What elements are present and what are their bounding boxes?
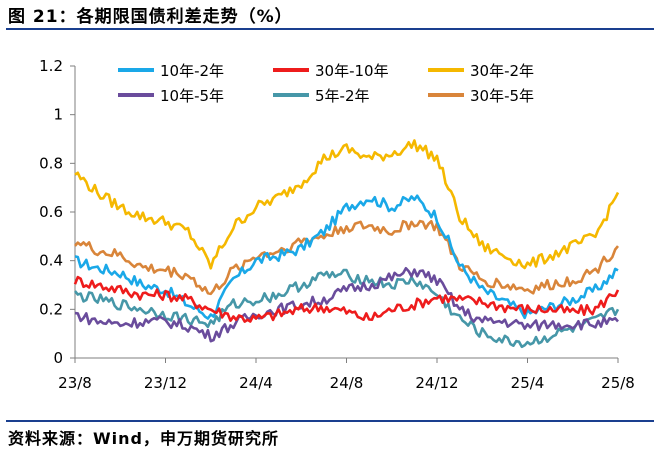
legend-label: 10年-2年 — [160, 62, 224, 80]
y-tick-label: 0 — [53, 349, 63, 367]
legend-label: 5年-2年 — [315, 87, 370, 105]
y-tick-label: 0.6 — [39, 203, 63, 221]
x-tick-label: 23/8 — [58, 374, 92, 392]
legend-label: 30年-5年 — [470, 87, 534, 105]
y-tick-label: 1.2 — [39, 57, 63, 75]
x-tick-label: 24/12 — [415, 374, 458, 392]
figure-title: 图 21：各期限国债利差走势（%） — [8, 7, 293, 27]
x-tick-label: 25/8 — [601, 374, 635, 392]
y-tick-label: 0.8 — [39, 154, 63, 172]
chart-axes: 0 0.2 0.4 0.6 0.8 1 1.2 23/8 23/12 24/4 24/8 24/12 2… — [39, 57, 635, 392]
series-line — [74, 194, 619, 320]
chart-legend: 10年-2年 30年-10年 30年-2年 10年-5年 5年-2年 30年-5年 — [118, 62, 534, 105]
x-tick-label: 24/4 — [239, 374, 273, 392]
y-tick-label: 0.2 — [39, 300, 63, 318]
series-line — [74, 139, 620, 270]
x-tick-label: 24/8 — [330, 374, 364, 392]
source-note: 资料来源：Wind，申万期货研究所 — [8, 429, 279, 448]
x-tick-label: 23/12 — [144, 374, 187, 392]
series-line — [74, 266, 619, 343]
series-line — [74, 219, 620, 296]
chart-series — [73, 139, 620, 349]
legend-label: 30年-2年 — [470, 62, 534, 80]
y-tick-label: 1 — [53, 106, 63, 124]
top-rule — [6, 28, 654, 30]
bottom-rule — [6, 420, 654, 422]
legend-label: 10年-5年 — [160, 87, 224, 105]
x-tick-label: 25/4 — [511, 374, 545, 392]
y-tick-label: 0.4 — [39, 252, 63, 270]
legend-label: 30年-10年 — [315, 62, 389, 80]
series-line — [73, 275, 620, 323]
